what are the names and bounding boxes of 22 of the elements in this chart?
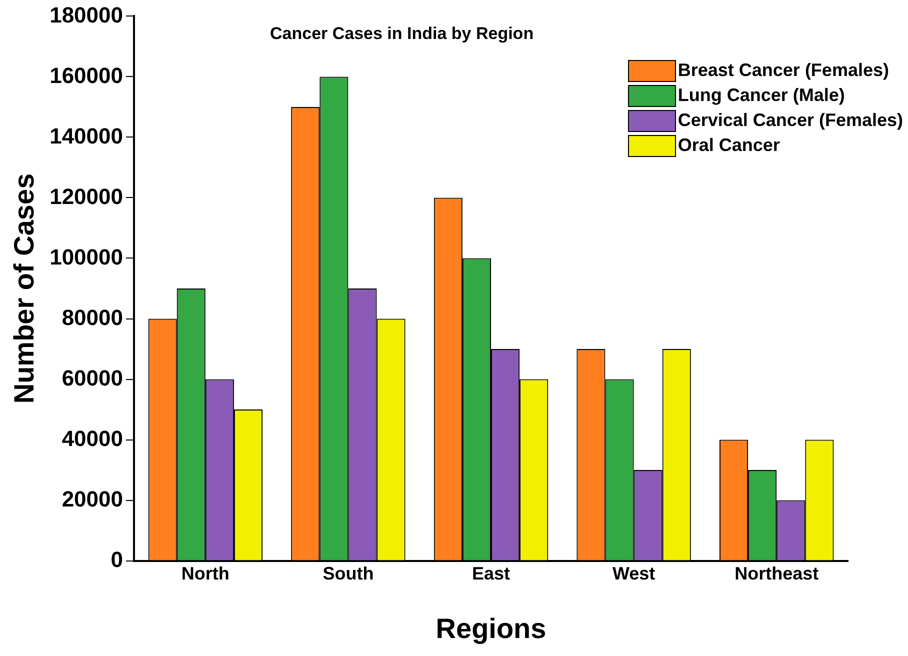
y-tick-label: 140000 bbox=[50, 123, 124, 148]
y-tick-label: 80000 bbox=[62, 304, 124, 330]
legend-label: Breast Cancer (Females) bbox=[678, 60, 889, 81]
y-tick-label: 120000 bbox=[50, 184, 124, 209]
y-tick-label: 60000 bbox=[62, 365, 124, 390]
x-tick-label: West bbox=[612, 564, 656, 584]
y-tick-label: 160000 bbox=[50, 62, 124, 88]
legend-label: Lung Cancer (Male) bbox=[678, 85, 845, 106]
x-tick-label: Northeast bbox=[734, 564, 819, 584]
y-axis-title: Number of Cases bbox=[8, 173, 40, 404]
text: Cancer Cases in India by Region bbox=[270, 24, 534, 44]
y-tick-label: 100000 bbox=[50, 244, 124, 270]
y-tick-label: 20000 bbox=[62, 486, 124, 512]
x-tick-label: South bbox=[322, 564, 374, 584]
legend-label: Cervical Cancer (Females) bbox=[678, 110, 903, 131]
y-tick-label: 40000 bbox=[62, 426, 124, 451]
x-tick-label: North bbox=[181, 564, 230, 584]
x-axis-title: Regions bbox=[436, 612, 546, 644]
x-tick-label: East bbox=[472, 564, 510, 584]
y-tick-label: 0 bbox=[110, 546, 124, 572]
y-tick-label: 180000 bbox=[50, 2, 124, 28]
legend-label: Oral Cancer bbox=[678, 135, 780, 156]
